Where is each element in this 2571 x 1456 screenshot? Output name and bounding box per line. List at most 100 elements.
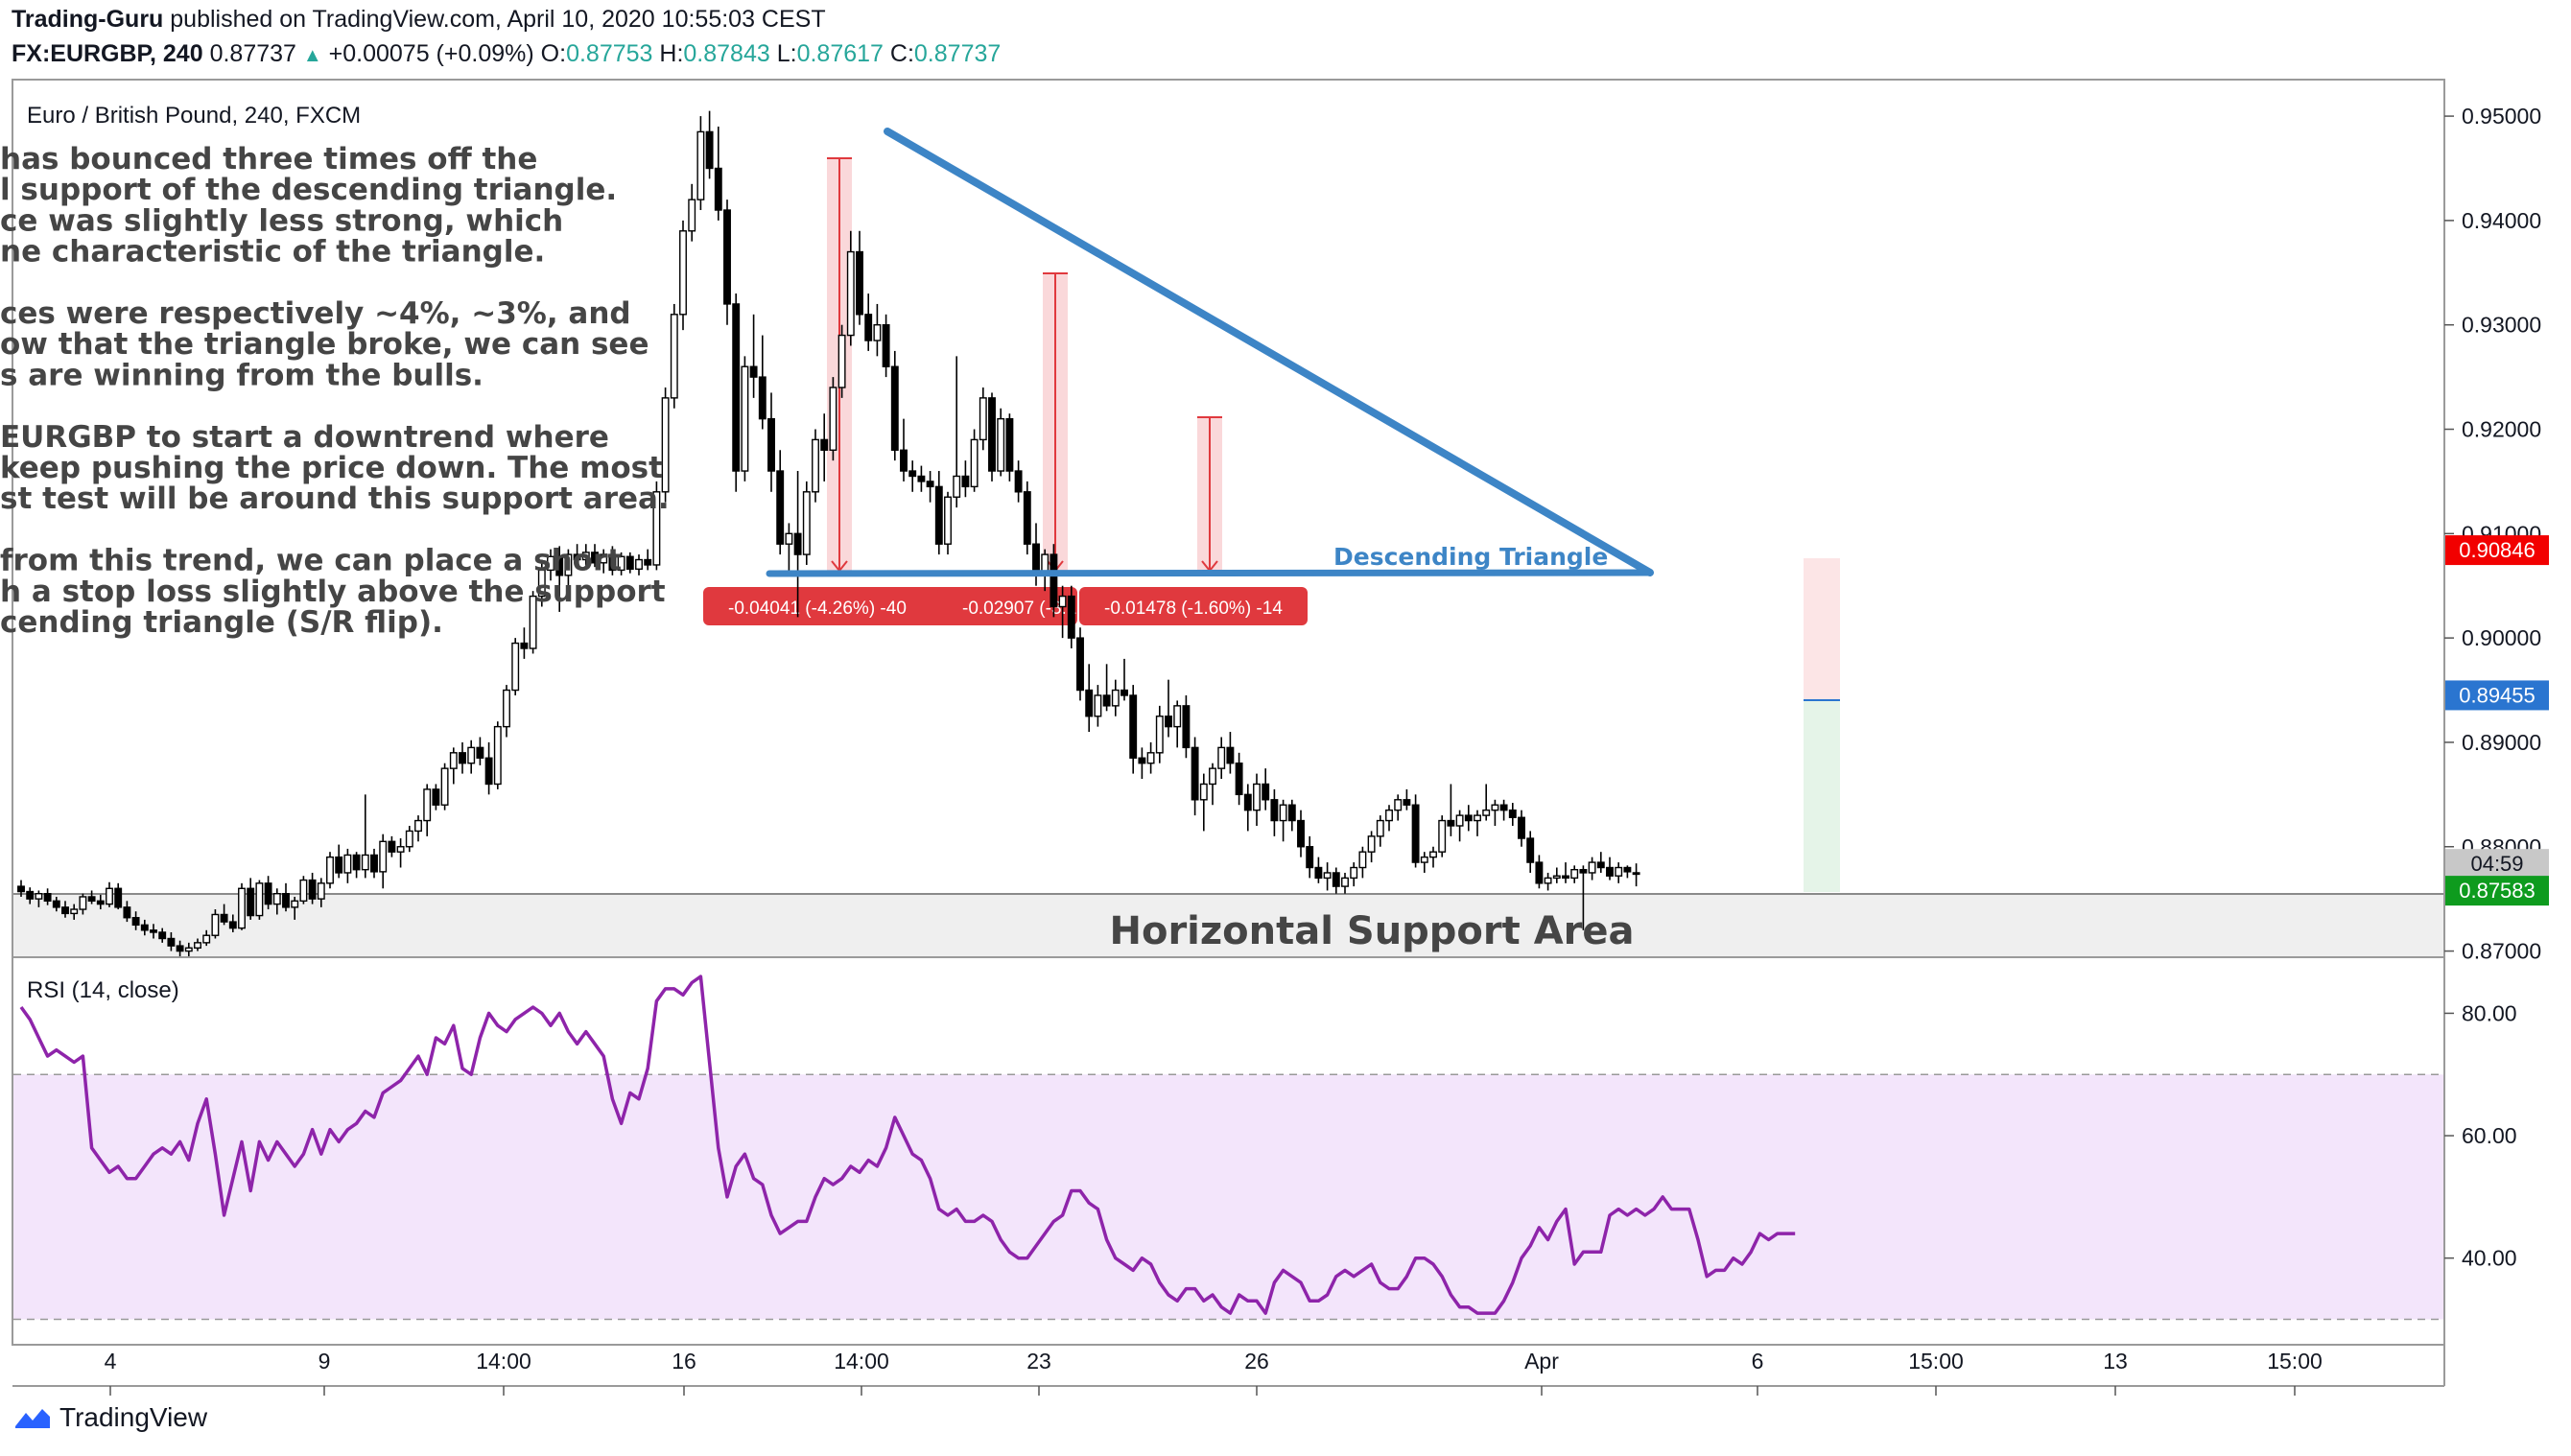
candle-body <box>1606 866 1614 877</box>
candle <box>926 471 934 503</box>
candle <box>1615 862 1623 883</box>
candle-body <box>1323 872 1332 880</box>
candle-body <box>247 887 255 917</box>
candle <box>741 356 749 481</box>
candle <box>1199 773 1208 832</box>
candle <box>335 844 343 879</box>
candle-body <box>379 840 388 873</box>
candle-body <box>908 470 917 478</box>
annotation-line: from this trend, we can place a short <box>0 544 622 578</box>
candle-body <box>758 376 767 420</box>
price-label-text: 04:59 <box>2470 852 2523 876</box>
candle <box>1552 867 1561 883</box>
position-target-zone[interactable] <box>1804 700 1840 892</box>
candle-body <box>793 532 802 555</box>
candle-body <box>1341 877 1349 887</box>
rsi-series[interactable] <box>13 975 2443 1321</box>
position-stop-zone[interactable] <box>1804 558 1840 700</box>
candle-body <box>864 314 873 341</box>
candle <box>1464 805 1473 832</box>
last-price: 0.87737 <box>209 40 296 67</box>
time-tick-label: 9 <box>318 1349 331 1374</box>
candle <box>1165 679 1172 738</box>
price-range-measure[interactable]: -0.01478 (-1.60%) -14 <box>1079 416 1308 625</box>
author-name[interactable]: Trading-Guru <box>12 6 164 33</box>
candle-body <box>361 854 369 871</box>
price-tick-label: 0.90000 <box>2462 625 2541 650</box>
price-change: +0.00075 (+0.09%) <box>328 40 534 67</box>
candle-body <box>917 475 926 482</box>
candle-body <box>1332 872 1340 887</box>
candle-body <box>131 917 140 927</box>
candle <box>670 303 678 409</box>
annotation-line: st test will be around this support area… <box>0 481 670 516</box>
candle-body <box>1279 804 1287 822</box>
candle-body <box>573 553 581 561</box>
candle <box>882 314 890 378</box>
symbol-label[interactable]: FX:EURGBP, 240 <box>12 40 203 67</box>
tradingview-logo[interactable]: TradingView <box>13 1402 207 1433</box>
candle-body <box>837 334 846 388</box>
candle <box>1394 794 1403 821</box>
candle-body <box>1014 470 1023 493</box>
candle-body <box>785 532 793 545</box>
candle-body <box>617 555 625 572</box>
price-axis[interactable]: 0.950000.940000.930000.920000.910000.900… <box>2444 104 2541 964</box>
candle-body <box>926 481 934 488</box>
candle-body <box>608 553 617 572</box>
candle <box>432 784 440 810</box>
candlestick-series[interactable] <box>17 110 1640 960</box>
price-range-measures[interactable]: -0.04041 (-4.26%) -40 -0.02907 (-3.1 -0.01… <box>703 157 1308 625</box>
price-label-box <box>2445 849 2549 880</box>
price-range-measure[interactable]: -0.02907 (-3.1 <box>937 272 1077 625</box>
candle-body <box>352 854 361 871</box>
candle <box>1050 544 1058 618</box>
candle-body <box>423 788 432 822</box>
candle-body <box>1438 819 1447 853</box>
candle <box>317 878 325 907</box>
candle <box>617 552 625 575</box>
candle <box>1623 865 1632 879</box>
candle-body <box>812 438 819 493</box>
price-tick-label: 0.92000 <box>2462 417 2541 442</box>
price-label-box <box>2445 535 2549 566</box>
candle-body <box>335 856 343 874</box>
support-area-zone[interactable] <box>13 894 2443 956</box>
candle-body <box>767 417 775 472</box>
time-axis[interactable]: 4 9 14:00 16 14:00 23 26 Apr 6 15:00 13 15:00 <box>105 1349 2323 1396</box>
candle-body <box>1579 868 1588 874</box>
candle-body <box>1094 694 1102 717</box>
candle-body <box>846 250 855 337</box>
candle <box>723 200 731 325</box>
candle-body <box>184 947 193 952</box>
candle-body <box>1058 595 1067 608</box>
candle-body <box>1306 846 1314 869</box>
candle-body <box>600 553 608 564</box>
triangle-upper-trendline[interactable] <box>884 128 1654 576</box>
candle-body <box>882 324 890 367</box>
rsi-axis[interactable]: 80.00 60.00 40.00 <box>2444 1000 2517 1271</box>
time-tick-label: 15:00 <box>2267 1349 2323 1374</box>
candle <box>705 110 714 179</box>
candle-body <box>272 893 281 905</box>
candle <box>1287 799 1296 832</box>
open-value: 0.87753 <box>566 40 653 67</box>
candle-body <box>228 921 237 929</box>
candle-body <box>1615 866 1623 877</box>
candle <box>467 740 476 774</box>
candle <box>1474 810 1481 836</box>
candle <box>988 392 996 481</box>
triangle-support-line[interactable] <box>766 569 1654 577</box>
candle-body <box>96 900 105 905</box>
candle-body <box>484 757 493 786</box>
candle <box>1217 737 1226 780</box>
publish-header: Trading-Guru published on TradingView.co… <box>12 6 826 34</box>
candle-body <box>625 555 634 571</box>
candle <box>1270 788 1279 836</box>
candle <box>1253 773 1261 826</box>
price-label: 04:59 <box>2445 849 2549 880</box>
time-tick-label: 23 <box>1026 1349 1051 1374</box>
candle-body <box>979 397 987 441</box>
